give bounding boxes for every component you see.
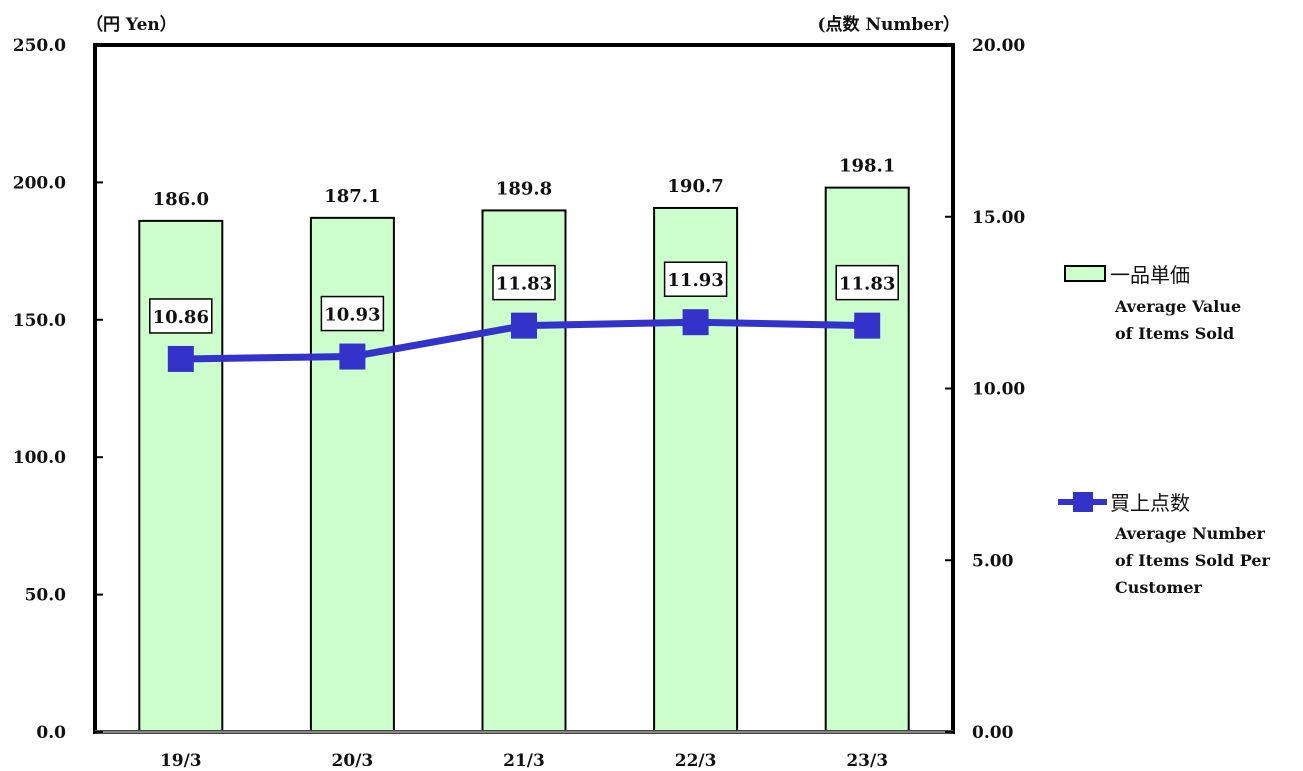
bar-value-label: 189.8 [496, 178, 552, 199]
left-tick-label: 100.0 [13, 448, 66, 468]
line-value-label: 11.93 [667, 270, 723, 291]
line-marker [682, 309, 709, 336]
x-tick-label: 21/3 [503, 751, 545, 771]
line-value-label: 11.83 [496, 274, 552, 295]
legend-bar-name-jp: 一品単価 [1110, 263, 1190, 287]
left-tick-label: 0.0 [36, 723, 66, 743]
left-tick-label: 150.0 [13, 311, 66, 331]
right-axis-unit-label: (点数 Number） [817, 14, 960, 35]
line-value-label: 10.93 [324, 305, 380, 326]
left-tick-label: 250.0 [13, 36, 66, 56]
right-tick-label: 15.00 [972, 208, 1025, 228]
right-tick-label: 20.00 [972, 36, 1025, 56]
line-label-box [663, 261, 728, 297]
legend-bar-swatch [1064, 265, 1106, 282]
legend-bar-name-en: of Items Sold [1115, 324, 1234, 343]
left-tick-label: 50.0 [25, 586, 67, 606]
line-label-box [492, 264, 556, 301]
right-tick-label: 10.00 [972, 380, 1025, 400]
right-tick-label: 0.00 [972, 723, 1014, 743]
line-marker [167, 345, 194, 372]
line-label-box [835, 264, 899, 301]
line-label-box [320, 295, 385, 332]
axes: 0.0 50.0 100.0 150.0 200.0 250.0 0.00 5.00 10.00… [13, 14, 1026, 771]
line-marker [511, 312, 537, 339]
x-tick-label: 19/3 [160, 751, 202, 771]
data-labels: 186.0 187.1 189.8 190.7 198.1 10.86 10.93 11.83… [149, 156, 899, 334]
legend-line-marker [1073, 492, 1093, 512]
line-value-label: 11.83 [839, 274, 895, 295]
x-tick-label: 23/3 [846, 751, 888, 771]
bar-value-label: 190.7 [667, 176, 723, 197]
legend-line-name-jp: 買上点数 [1110, 491, 1190, 515]
bar-20/3 [309, 216, 395, 734]
bar-value-label: 187.1 [324, 186, 380, 207]
line-marker [854, 312, 881, 339]
x-tick-label: 22/3 [675, 751, 717, 771]
bar-value-label: 186.0 [153, 189, 209, 210]
legend-bar-name-en: Average Value [1114, 297, 1241, 316]
legend-line-name-en: Average Number [1114, 524, 1266, 543]
legend: 一品単価 Average Value of Items Sold 買上点数 Averag… [1058, 263, 1271, 597]
legend-line-name-en: of Items Sold Per [1115, 551, 1271, 570]
line-marker [339, 343, 366, 370]
legend-line-name-en: Customer [1115, 578, 1203, 597]
bar-value-label: 198.1 [839, 156, 895, 177]
left-axis-unit-label: （円 Yen） [86, 14, 177, 35]
bar-19/3 [138, 219, 224, 733]
right-tick-label: 5.00 [972, 551, 1014, 571]
left-tick-label: 200.0 [13, 173, 66, 193]
line-label-box [149, 298, 213, 334]
x-tick-label: 20/3 [332, 751, 374, 771]
line-value-label: 10.86 [153, 307, 209, 328]
